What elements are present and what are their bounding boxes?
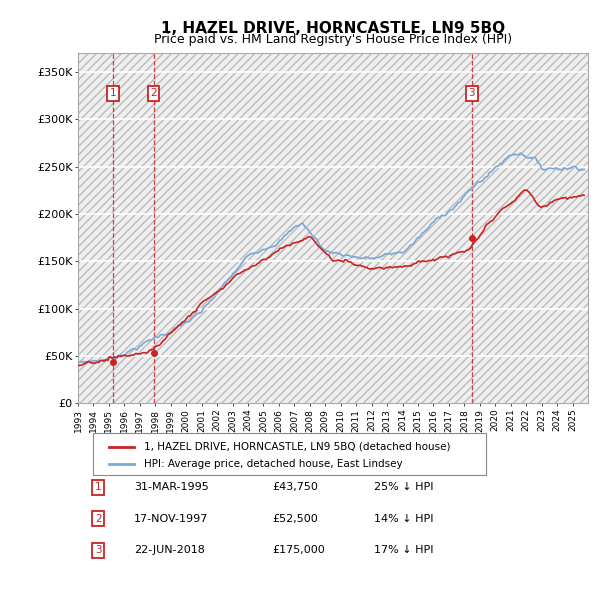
- Text: 25% ↓ HPI: 25% ↓ HPI: [374, 482, 433, 492]
- Text: 3: 3: [95, 545, 102, 555]
- Text: 14% ↓ HPI: 14% ↓ HPI: [374, 514, 433, 524]
- Text: 22-JUN-2018: 22-JUN-2018: [134, 545, 205, 555]
- Text: HPI: Average price, detached house, East Lindsey: HPI: Average price, detached house, East…: [145, 460, 403, 470]
- FancyBboxPatch shape: [94, 433, 486, 475]
- Text: £175,000: £175,000: [272, 545, 325, 555]
- Text: £43,750: £43,750: [272, 482, 317, 492]
- Text: 2: 2: [95, 514, 102, 524]
- Text: £52,500: £52,500: [272, 514, 317, 524]
- Text: 17-NOV-1997: 17-NOV-1997: [134, 514, 208, 524]
- Text: 1: 1: [109, 88, 116, 99]
- Text: 3: 3: [469, 88, 475, 99]
- Text: 31-MAR-1995: 31-MAR-1995: [134, 482, 209, 492]
- Text: 1, HAZEL DRIVE, HORNCASTLE, LN9 5BQ (detached house): 1, HAZEL DRIVE, HORNCASTLE, LN9 5BQ (det…: [145, 442, 451, 452]
- Text: 1, HAZEL DRIVE, HORNCASTLE, LN9 5BQ: 1, HAZEL DRIVE, HORNCASTLE, LN9 5BQ: [161, 21, 505, 35]
- Text: 2: 2: [150, 88, 157, 99]
- Text: 1: 1: [95, 482, 102, 492]
- Text: 17% ↓ HPI: 17% ↓ HPI: [374, 545, 433, 555]
- Text: Price paid vs. HM Land Registry's House Price Index (HPI): Price paid vs. HM Land Registry's House …: [154, 33, 512, 46]
